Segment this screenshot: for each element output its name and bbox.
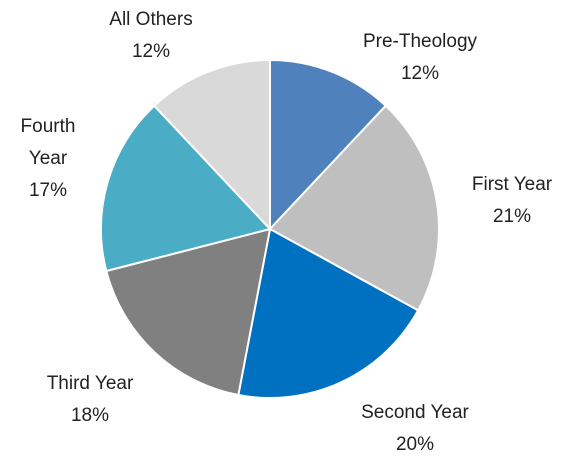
value-label: 18%: [70, 405, 110, 426]
slice-label: First Year 21%: [472, 169, 552, 233]
pie-slice: [152, 58, 271, 232]
category-label: Second Year: [361, 402, 469, 423]
slice-label: Third Year 18%: [47, 368, 134, 432]
value-label: 12%: [131, 41, 171, 62]
category-label: Fourth Year: [20, 116, 76, 169]
category-label: First Year: [471, 174, 553, 195]
pie-slice: [237, 227, 420, 399]
pie-slice: [268, 104, 440, 312]
value-label: 20%: [395, 434, 435, 455]
value-label: 21%: [492, 206, 532, 227]
category-label: Third Year: [46, 373, 134, 394]
slice-label: Second Year 20%: [361, 397, 469, 461]
slice-label: Pre-Theology 12%: [363, 26, 477, 90]
pie-slice: [269, 58, 388, 232]
pie-slice: [105, 227, 272, 397]
slice-label: Fourth Year 17%: [13, 111, 83, 207]
category-label: All Others: [109, 9, 193, 30]
slice-label: All Others 12%: [109, 4, 192, 68]
value-label: 17%: [28, 180, 68, 201]
category-label: Pre-Theology: [362, 31, 478, 52]
pie-slice: [100, 104, 272, 273]
value-label: 12%: [400, 63, 440, 84]
